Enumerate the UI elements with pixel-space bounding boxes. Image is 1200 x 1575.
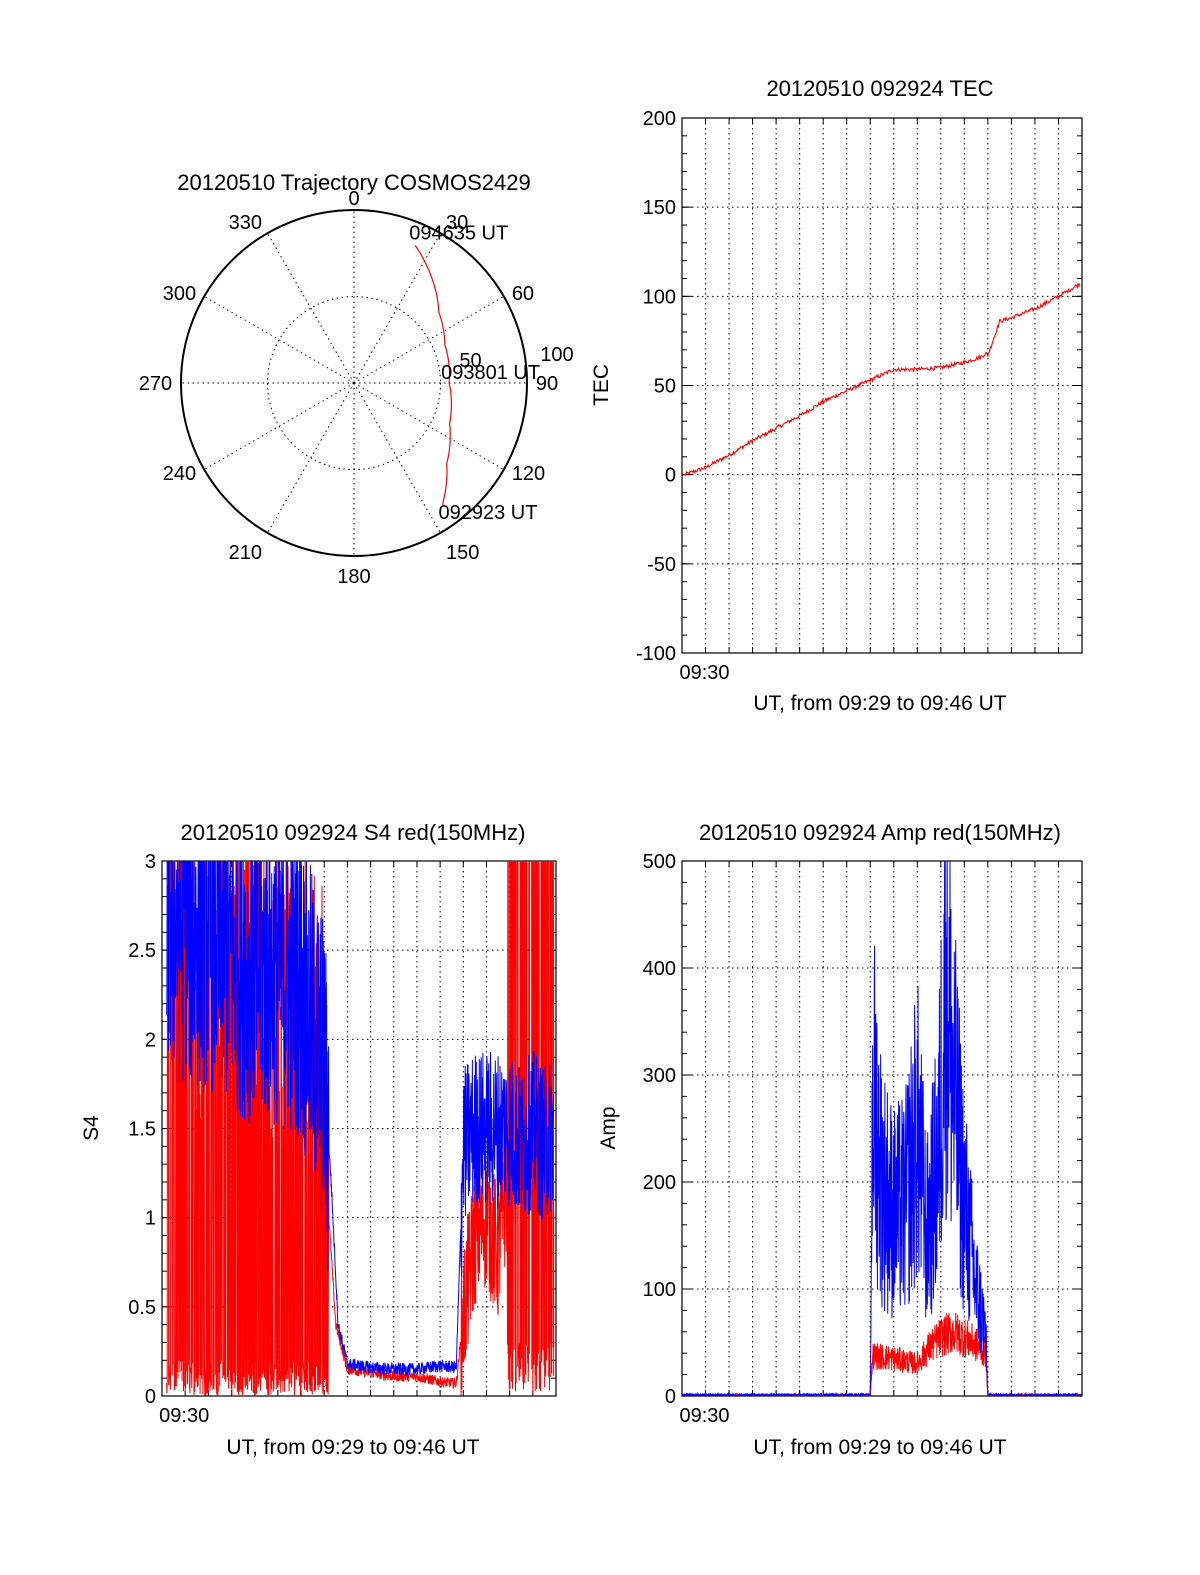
y-tick-label: 0.5 bbox=[128, 1297, 156, 1319]
y-tick-label: 0 bbox=[665, 465, 676, 487]
polar-spoke bbox=[267, 382, 355, 534]
y-tick-label: 2 bbox=[145, 1029, 156, 1051]
y-tick-label: 400 bbox=[643, 958, 676, 980]
polar-radial-label: 50 bbox=[459, 350, 481, 372]
polar-azimuth-label: 30 bbox=[446, 212, 468, 234]
tec-axes: -100 -50 0 50 100 150 200 09:30 bbox=[636, 108, 1083, 684]
s4-series bbox=[166, 861, 555, 1396]
amp-ylabel: Amp bbox=[597, 1106, 620, 1149]
polar-spoke bbox=[353, 296, 505, 384]
polar-labels: 0 30 60 90 120 150 180 210 240 270 300 330 50 100 bbox=[139, 188, 574, 588]
amp-title: 20120510 092924 Amp red(150MHz) bbox=[699, 820, 1061, 845]
y-tick-label: 100 bbox=[643, 286, 676, 308]
polar-azimuth-label: 120 bbox=[512, 463, 545, 485]
polar-azimuth-label: 210 bbox=[229, 542, 262, 564]
polar-azimuth-label: 60 bbox=[512, 283, 534, 305]
polar-azimuth-label: 150 bbox=[446, 542, 479, 564]
polar-series bbox=[414, 245, 453, 505]
y-tick-label: 1 bbox=[145, 1208, 156, 1230]
polar-spoke bbox=[203, 296, 355, 384]
y-tick-label: 2.5 bbox=[128, 940, 156, 962]
polar-radial-label: 100 bbox=[540, 344, 573, 366]
y-tick-label: 150 bbox=[643, 197, 676, 219]
polar-azimuth-label: 90 bbox=[536, 373, 558, 395]
polar-spoke bbox=[353, 382, 441, 534]
y-tick-label: 50 bbox=[654, 376, 676, 398]
trajectory-title: 20120510 Trajectory COSMOS2429 bbox=[177, 170, 530, 195]
series-line bbox=[683, 283, 1081, 477]
plot-frame bbox=[681, 117, 1083, 654]
polar-azimuth-label: 300 bbox=[163, 283, 196, 305]
y-tick-label: 300 bbox=[643, 1065, 676, 1087]
amp-xlabel: UT, from 09:29 to 09:46 UT bbox=[753, 1436, 1006, 1459]
series-line bbox=[166, 861, 555, 1376]
polar-azimuth-label: 270 bbox=[139, 373, 172, 395]
polar-azimuth-label: 180 bbox=[337, 566, 370, 588]
y-tick-label: 1.5 bbox=[128, 1119, 156, 1141]
y-tick-label: 200 bbox=[643, 1172, 676, 1194]
series-line bbox=[682, 1313, 1082, 1396]
amp-line-plot: 20120510 092924 Amp red(150MHz) UT, from… bbox=[597, 820, 1083, 1459]
y-tick-label: -100 bbox=[636, 643, 676, 665]
polar-spoke bbox=[353, 382, 505, 470]
y-tick-label: 3 bbox=[145, 851, 156, 873]
polar-grid bbox=[180, 209, 528, 557]
polar-azimuth-label: 330 bbox=[229, 212, 262, 234]
x-tick-label: 09:30 bbox=[159, 1405, 209, 1427]
y-tick-label: 100 bbox=[643, 1279, 676, 1301]
tec-line-plot: 20120510 092924 TEC UT, from 09:29 to 09… bbox=[590, 76, 1083, 715]
tec-series bbox=[683, 283, 1081, 477]
trajectory-time-label: 094635 UT bbox=[409, 223, 508, 245]
x-tick-label: 09:30 bbox=[679, 1405, 729, 1427]
trajectory-polar-plot: 20120510 Trajectory COSMOS2429 0 30 60 90 12… bbox=[139, 170, 574, 588]
polar-azimuth-label: 0 bbox=[348, 188, 359, 210]
y-tick-label: 200 bbox=[643, 108, 676, 130]
tec-ylabel: TEC bbox=[590, 364, 613, 406]
tec-xlabel: UT, from 09:29 to 09:46 UT bbox=[753, 692, 1006, 715]
plot-frame bbox=[681, 860, 1083, 1397]
trajectory-time-label: 093801 UT bbox=[441, 362, 540, 384]
polar-annotations: 094635 UT 093801 UT 092923 UT bbox=[409, 223, 540, 524]
s4-xlabel: UT, from 09:29 to 09:46 UT bbox=[226, 1436, 479, 1459]
s4-ylabel: S4 bbox=[80, 1115, 103, 1141]
polar-spoke bbox=[203, 382, 355, 470]
series-line bbox=[682, 861, 1082, 1396]
x-tick-label: 09:30 bbox=[679, 662, 729, 684]
trajectory-line bbox=[414, 245, 453, 505]
tec-title: 20120510 092924 TEC bbox=[766, 76, 993, 101]
y-tick-label: -50 bbox=[647, 554, 676, 576]
y-tick-label: 0 bbox=[665, 1386, 676, 1408]
s4-title: 20120510 092924 S4 red(150MHz) bbox=[181, 820, 526, 845]
y-tick-label: 500 bbox=[643, 851, 676, 873]
polar-outer-circle bbox=[180, 209, 528, 557]
polar-azimuth-label: 240 bbox=[163, 463, 196, 485]
amp-series bbox=[682, 861, 1082, 1396]
trajectory-time-label: 092923 UT bbox=[438, 502, 537, 524]
s4-line-plot: 20120510 092924 S4 red(150MHz) UT, from … bbox=[80, 820, 557, 1459]
amp-axes: 0 100 200 300 400 500 09:30 bbox=[643, 851, 1083, 1427]
polar-spoke bbox=[353, 232, 441, 384]
plot-frame bbox=[161, 860, 557, 1397]
y-tick-label: 0 bbox=[145, 1386, 156, 1408]
polar-spoke bbox=[267, 232, 355, 384]
